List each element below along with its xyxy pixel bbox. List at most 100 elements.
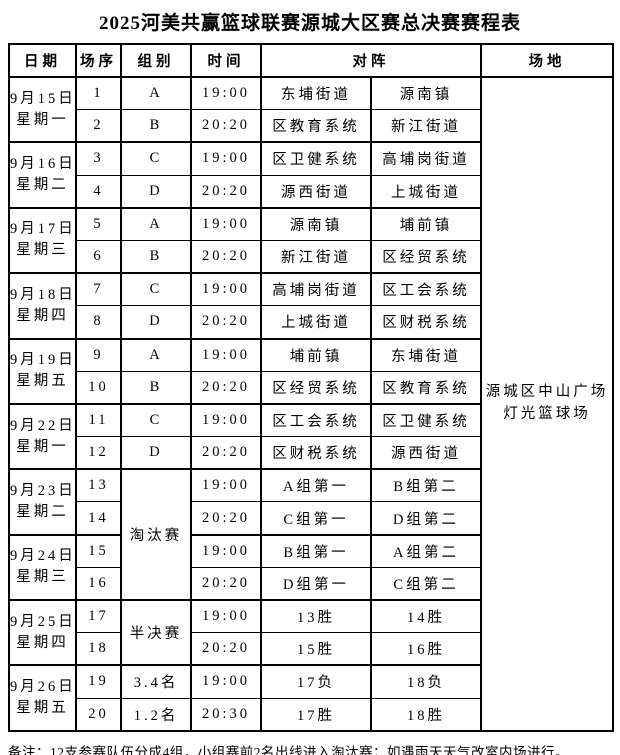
away-team-cell: 上城街道 <box>370 174 482 209</box>
home-team-cell: 区教育系统 <box>260 109 372 143</box>
date-text: 9月22日 <box>10 417 76 434</box>
table-row: 8 D 20:20 上城街道 区财税系统 <box>9 305 613 339</box>
away-team-cell: 源西街道 <box>370 436 482 470</box>
match-no-cell: 2 <box>75 109 122 143</box>
match-no-cell: 11 <box>75 402 122 438</box>
away-team-cell: 18负 <box>370 664 482 699</box>
date-cell: 9月19日 星期五 <box>8 337 77 405</box>
table-row: 20 1.2名 20:30 17胜 18胜 <box>9 697 613 732</box>
time-cell: 19:00 <box>190 468 262 503</box>
home-team-cell: 13胜 <box>260 599 372 634</box>
time-cell: 19:00 <box>190 141 262 176</box>
home-team-cell: D组第一 <box>260 566 372 601</box>
match-no-cell: 3 <box>75 141 122 176</box>
stage-cell-third-place: 3.4名 <box>120 664 192 699</box>
weekday-text: 星期五 <box>16 373 69 390</box>
away-team-cell: 14胜 <box>370 599 482 634</box>
match-no-cell: 14 <box>75 501 122 536</box>
date-text: 9月24日 <box>10 548 76 565</box>
header-group: 组别 <box>120 43 192 78</box>
table-row: 16 20:20 D组第一 C组第二 <box>9 566 613 601</box>
time-cell: 20:20 <box>190 109 262 143</box>
date-cell: 9月18日 星期四 <box>8 272 77 340</box>
away-team-cell: 区工会系统 <box>370 272 482 307</box>
date-text: 9月15日 <box>10 90 76 107</box>
table-row: 9月15日 星期一 1 A 19:00 东埔街道 源南镇 源城区中山广场 灯光篮… <box>8 75 614 732</box>
weekday-text: 星期四 <box>16 307 69 324</box>
date-text: 9月19日 <box>10 352 76 369</box>
weekday-text: 星期五 <box>16 700 69 717</box>
home-team-cell: 源西街道 <box>260 174 372 209</box>
table-row: 9月16日 星期二 3 C 19:00 区卫健系统 高埔岗街道 <box>8 141 613 209</box>
time-cell: 19:00 <box>190 337 262 372</box>
away-team-cell: 区卫健系统 <box>370 402 482 438</box>
time-cell: 19:00 <box>190 402 262 438</box>
home-team-cell: 新江街道 <box>260 239 372 274</box>
date-cell: 9月25日 星期四 <box>8 598 77 666</box>
table-row: 9月19日 星期五 9 A 19:00 埔前镇 东埔街道 <box>8 337 613 405</box>
table-row: 9月23日 星期二 13 淘汰赛 19:00 A组第一 B组第二 <box>8 468 613 601</box>
time-cell: 19:00 <box>190 599 262 634</box>
page-title: 2025河美共赢篮球联赛源城大区赛总决赛赛程表 <box>98 13 521 34</box>
home-team-cell: A组第一 <box>260 468 372 503</box>
date-text: 9月23日 <box>10 482 76 499</box>
away-team-cell: 区财税系统 <box>370 305 482 339</box>
weekday-text: 星期三 <box>16 569 69 586</box>
match-no-cell: 6 <box>75 239 122 274</box>
weekday-text: 星期二 <box>16 503 69 520</box>
match-no-cell: 10 <box>75 370 122 405</box>
date-cell: 9月16日 星期二 <box>8 141 77 209</box>
match-no-cell: 20 <box>75 697 122 732</box>
time-cell: 20:20 <box>190 436 262 470</box>
weekday-text: 星期三 <box>16 242 69 259</box>
away-team-cell: 源南镇 <box>370 76 482 111</box>
stage-cell-knockout: 淘汰赛 <box>120 468 192 601</box>
away-team-cell: A组第二 <box>370 533 482 568</box>
table-row: 9月25日 星期四 17 半决赛 19:00 13胜 14胜 <box>8 598 613 666</box>
away-team-cell: 东埔街道 <box>370 337 482 372</box>
venue-line1: 源城区中山广场 <box>485 384 609 401</box>
away-team-cell: 埔前镇 <box>370 206 482 241</box>
table-row: 9月22日 星期一 11 C 19:00 区工会系统 区卫健系统 <box>8 402 613 470</box>
away-team-cell: C组第二 <box>370 566 482 601</box>
table-row: 4 D 20:20 源西街道 上城街道 <box>9 174 613 209</box>
time-cell: 19:00 <box>190 76 262 111</box>
away-team-cell: D组第二 <box>370 501 482 536</box>
away-team-cell: 区经贸系统 <box>370 239 482 274</box>
table-row: 9月26日 星期五 19 3.4名 19:00 17负 18负 <box>8 664 613 732</box>
home-team-cell: 15胜 <box>260 632 372 666</box>
time-cell: 20:20 <box>190 370 262 405</box>
group-cell: A <box>120 76 192 111</box>
schedule-table: 日期 场序 组别 时间 对阵 场地 9月15日 星期一 1 A 19:00 东埔… <box>8 43 614 732</box>
home-team-cell: 区财税系统 <box>260 436 372 470</box>
weekday-text: 星期一 <box>16 111 69 128</box>
away-team-cell: 区教育系统 <box>370 370 482 405</box>
match-no-cell: 19 <box>75 664 122 699</box>
home-team-cell: 东埔街道 <box>260 76 372 111</box>
home-team-cell: 高埔岗街道 <box>260 272 372 307</box>
home-team-cell: 17胜 <box>260 697 372 732</box>
away-team-cell: 16胜 <box>370 632 482 666</box>
date-cell: 9月24日 星期三 <box>8 533 77 601</box>
header-matchup: 对阵 <box>260 43 482 78</box>
group-cell: C <box>120 141 192 176</box>
match-no-cell: 1 <box>75 76 122 111</box>
date-cell: 9月17日 星期三 <box>8 206 77 274</box>
time-cell: 19:00 <box>190 272 262 307</box>
match-no-cell: 18 <box>75 632 122 666</box>
group-cell: D <box>120 305 192 339</box>
table-row: 14 20:20 C组第一 D组第二 <box>9 501 613 536</box>
time-cell: 19:00 <box>190 206 262 241</box>
date-text: 9月16日 <box>10 156 76 173</box>
footnote: 备注：12支参赛队伍分成4组，小组赛前2名出线进入淘汰赛；如遇雨天天气改室内场进… <box>8 744 569 755</box>
header-match-no: 场序 <box>75 43 122 78</box>
venue-line2: 灯光篮球场 <box>503 405 591 422</box>
table-row: 2 B 20:20 区教育系统 新江街道 <box>9 109 613 143</box>
table-row: 9月18日 星期四 7 C 19:00 高埔岗街道 区工会系统 <box>8 272 613 340</box>
away-team-cell: 新江街道 <box>370 109 482 143</box>
header-time: 时间 <box>190 43 262 78</box>
home-team-cell: 区工会系统 <box>260 402 372 438</box>
group-cell: A <box>120 206 192 241</box>
time-cell: 20:20 <box>190 566 262 601</box>
stage-cell-final: 1.2名 <box>120 697 192 732</box>
